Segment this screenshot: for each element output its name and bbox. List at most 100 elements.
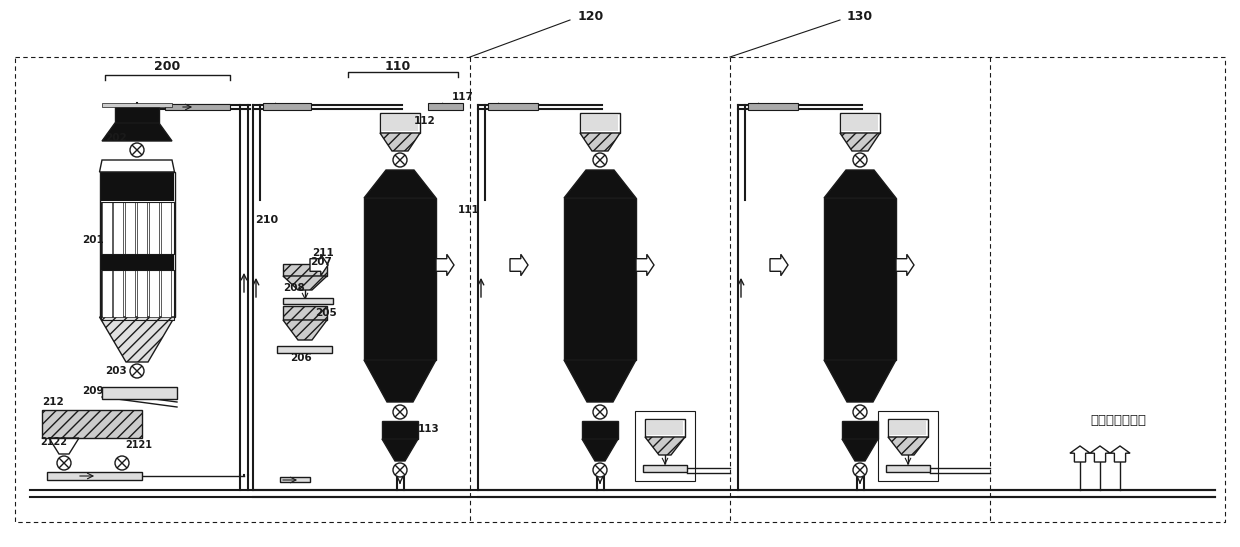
Bar (878, 411, 937, 481)
Bar (102, 270, 112, 320)
Circle shape (593, 405, 608, 419)
Bar (100, 202, 174, 254)
Bar (283, 264, 327, 276)
Text: 203: 203 (105, 366, 126, 376)
Bar (489, 103, 538, 110)
Bar (113, 202, 123, 254)
Polygon shape (645, 437, 684, 455)
Bar (365, 198, 436, 360)
Bar (842, 115, 878, 131)
Bar (890, 421, 926, 435)
Text: 201: 201 (82, 235, 104, 245)
Bar (47, 472, 143, 480)
Polygon shape (1110, 446, 1130, 462)
Bar (161, 202, 171, 254)
Bar (647, 421, 683, 435)
Bar (125, 270, 135, 320)
Polygon shape (102, 123, 172, 141)
Circle shape (57, 456, 71, 470)
Polygon shape (897, 254, 914, 276)
Polygon shape (888, 437, 928, 455)
Text: 117: 117 (453, 92, 474, 102)
Text: 2122: 2122 (40, 437, 67, 447)
Circle shape (593, 153, 608, 167)
Bar (277, 346, 332, 353)
Polygon shape (825, 170, 897, 198)
Bar (102, 387, 177, 399)
Polygon shape (564, 170, 636, 198)
Text: 113: 113 (418, 424, 440, 434)
Circle shape (130, 143, 144, 157)
Bar (428, 103, 463, 110)
Bar (748, 103, 799, 110)
Polygon shape (365, 360, 436, 402)
Bar (263, 103, 311, 110)
Polygon shape (283, 320, 327, 340)
Text: 202: 202 (105, 133, 126, 143)
Bar (149, 270, 159, 320)
Bar (283, 298, 334, 304)
Polygon shape (379, 133, 420, 151)
Text: 207: 207 (310, 257, 332, 267)
Bar (582, 115, 618, 131)
Circle shape (393, 405, 407, 419)
Bar (842, 421, 878, 439)
Text: 206: 206 (290, 353, 311, 363)
Bar (825, 198, 897, 360)
Text: 112: 112 (414, 116, 435, 126)
Polygon shape (436, 254, 454, 276)
Bar (102, 202, 112, 254)
Bar (161, 270, 171, 320)
Bar (102, 103, 172, 107)
Polygon shape (582, 439, 618, 461)
Bar (382, 115, 418, 131)
Circle shape (853, 153, 867, 167)
Bar (100, 254, 174, 270)
Polygon shape (564, 360, 636, 402)
Polygon shape (510, 254, 528, 276)
Bar (149, 202, 159, 254)
Text: 212: 212 (42, 397, 63, 407)
Text: 其他吸附子系统: 其他吸附子系统 (1090, 414, 1146, 427)
Polygon shape (839, 133, 880, 151)
Bar (165, 104, 229, 110)
Bar (136, 202, 148, 254)
Bar (283, 306, 327, 320)
Bar (42, 410, 143, 438)
Bar (125, 202, 135, 254)
Text: 200: 200 (154, 61, 180, 73)
Polygon shape (1090, 446, 1110, 462)
Bar (887, 465, 930, 472)
Bar (645, 419, 684, 437)
Bar (100, 173, 174, 201)
Circle shape (593, 463, 608, 477)
Polygon shape (770, 254, 787, 276)
Text: 211: 211 (312, 248, 334, 258)
Bar (115, 105, 159, 123)
Polygon shape (825, 360, 897, 402)
Bar (379, 113, 420, 133)
Bar (100, 270, 174, 320)
Polygon shape (99, 317, 175, 362)
Text: 210: 210 (255, 215, 278, 225)
Bar (564, 198, 636, 360)
Bar (100, 317, 174, 320)
Bar (100, 172, 175, 317)
Bar (15, 57, 1225, 522)
Circle shape (853, 463, 867, 477)
Circle shape (130, 364, 144, 378)
Polygon shape (99, 160, 175, 172)
Text: 130: 130 (847, 10, 873, 24)
Text: 208: 208 (283, 283, 305, 293)
Bar (382, 421, 418, 439)
Circle shape (853, 405, 867, 419)
Polygon shape (382, 439, 418, 461)
Polygon shape (580, 133, 620, 151)
Polygon shape (310, 254, 329, 276)
Bar (644, 465, 687, 472)
Polygon shape (842, 439, 878, 461)
Bar (582, 421, 618, 439)
Bar (839, 113, 880, 133)
Text: 111: 111 (458, 205, 480, 215)
Bar (888, 419, 928, 437)
